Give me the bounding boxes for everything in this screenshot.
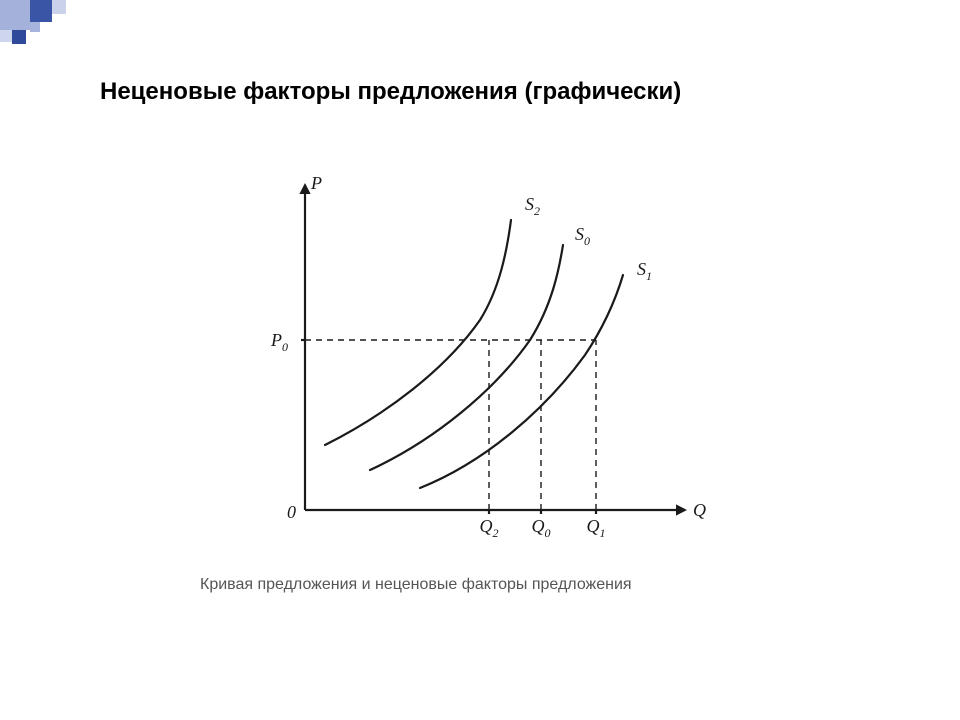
supply-curve-s1: [420, 275, 623, 488]
slide-title: Неценовые факторы предложения (графическ…: [100, 78, 681, 106]
curve-label-s0: S0: [575, 224, 590, 248]
tick-label-p0: P0: [270, 330, 288, 354]
supply-chart: PQ0P0Q2Q0Q1S2S0S1: [245, 170, 715, 560]
tick-label-q0: Q0: [532, 516, 551, 540]
supply-curve-s0: [370, 245, 563, 470]
chart-caption: Кривая предложения и неценовые факторы п…: [200, 576, 632, 594]
tick-label-q2: Q2: [480, 516, 499, 540]
tick-label-q1: Q1: [587, 516, 606, 540]
slide-corner-decoration: [0, 0, 90, 60]
axis-label-q: Q: [693, 500, 706, 520]
curve-label-s2: S2: [525, 194, 540, 218]
supply-curve-s2: [325, 220, 511, 445]
axis-label-p: P: [310, 173, 322, 193]
curve-label-s1: S1: [637, 259, 652, 283]
origin-label: 0: [287, 502, 296, 522]
